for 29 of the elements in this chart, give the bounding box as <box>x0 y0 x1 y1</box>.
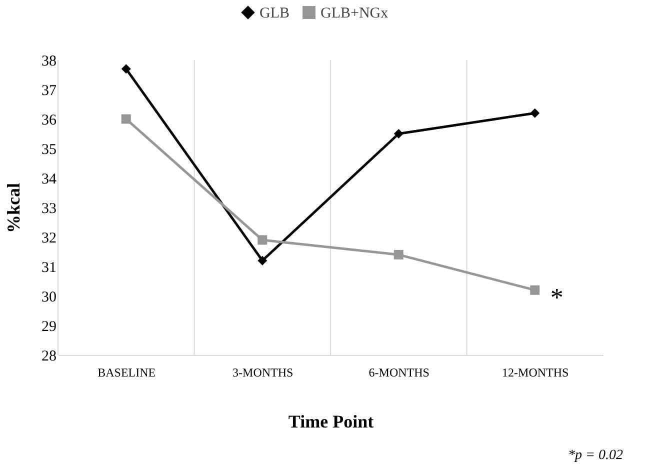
point <box>394 250 404 260</box>
x-tick-label: 6-MONTHS <box>368 366 430 380</box>
y-tick-label: 31 <box>42 260 56 276</box>
text: *p = 0.02 <box>568 448 623 463</box>
point <box>530 285 540 295</box>
y-tick-label: 37 <box>42 83 57 99</box>
point <box>258 235 268 245</box>
y-tick-label: 38 <box>42 54 56 70</box>
y-axis-title: %kcal <box>4 182 24 234</box>
point <box>530 108 540 118</box>
point <box>394 129 404 138</box>
y-tick-label: 28 <box>42 348 56 364</box>
y-tick-label: 35 <box>42 142 56 158</box>
legend-label: GLB+NGx <box>320 6 389 22</box>
x-tick-label: 12-MONTHS <box>502 366 569 380</box>
point <box>121 114 131 124</box>
y-tick-label: 29 <box>42 319 56 335</box>
x-axis-title: Time Point <box>288 412 374 432</box>
point <box>121 64 131 74</box>
y-tick-label: 32 <box>42 230 56 246</box>
y-tick-label: 34 <box>42 172 57 188</box>
x-tick-label: BASELINE <box>98 366 156 380</box>
y-tick-label: 36 <box>42 112 57 128</box>
x-tick-label: 3-MONTHS <box>232 366 294 380</box>
annotation: * <box>550 283 564 312</box>
legend-label: GLB <box>260 6 290 22</box>
y-tick-label: 33 <box>42 201 56 217</box>
y-tick-label: 30 <box>42 290 56 306</box>
point <box>258 256 268 266</box>
